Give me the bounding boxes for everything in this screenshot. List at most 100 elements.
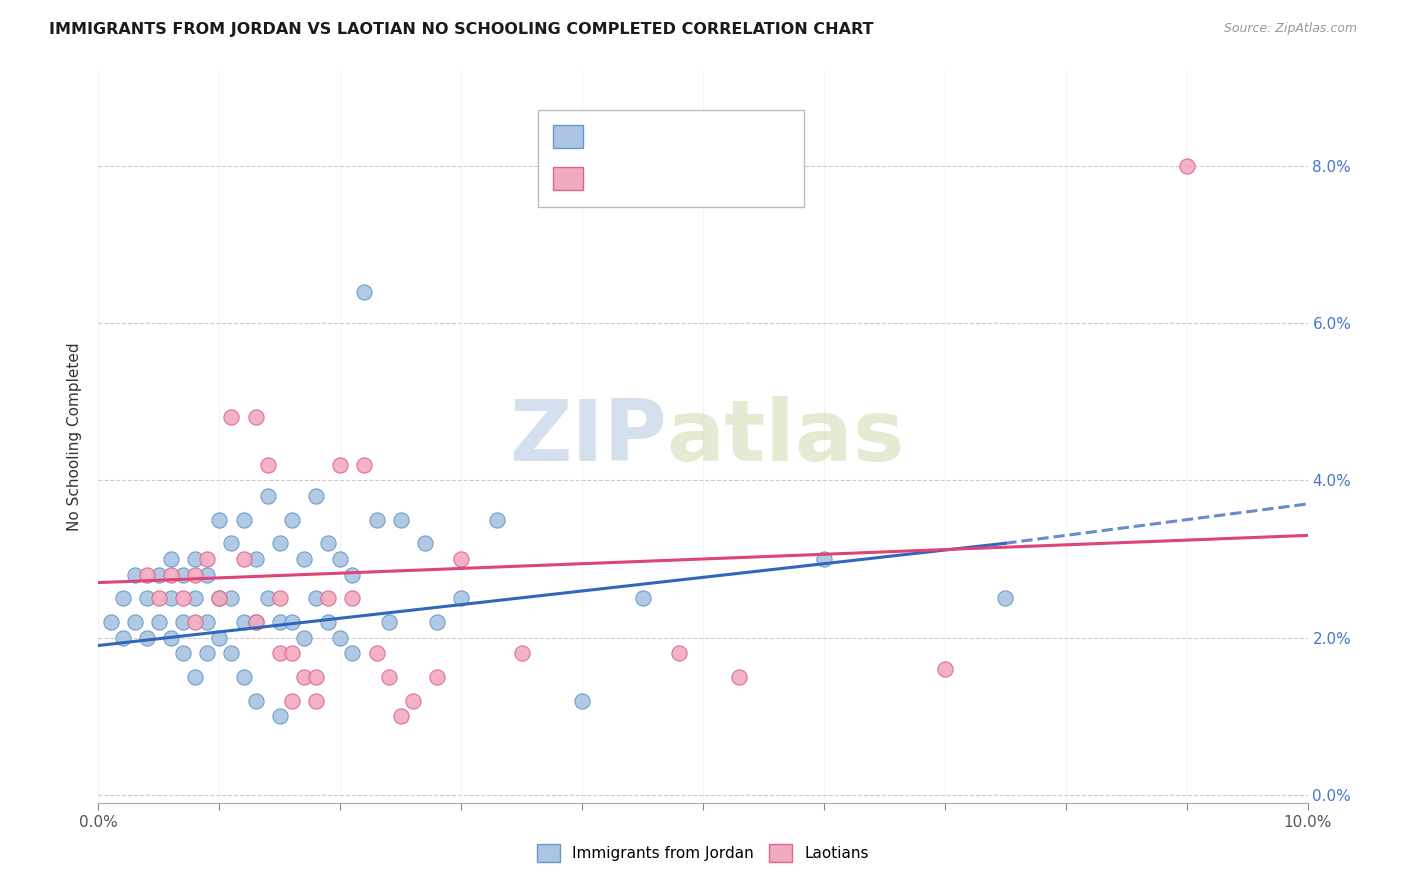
Point (111, 591, 134, 606)
Text: ZIP: ZIP (509, 395, 666, 479)
Point (1175, 159, 1198, 173)
Point (160, 591, 183, 606)
Point (728, 670, 751, 684)
Point (377, 670, 399, 684)
Point (184, 552, 207, 566)
Point (571, 693, 593, 707)
Point (221, 410, 243, 425)
Point (269, 591, 291, 606)
Point (305, 489, 328, 503)
Point (195, 646, 218, 660)
Point (316, 591, 339, 606)
Point (172, 646, 194, 660)
Point (232, 552, 254, 566)
Point (342, 591, 364, 606)
Point (510, 646, 533, 660)
Point (281, 693, 304, 707)
Text: 0.178: 0.178 (628, 129, 676, 144)
Text: R =: R = (592, 129, 626, 144)
Point (426, 615, 449, 629)
Point (232, 615, 254, 629)
Point (377, 615, 399, 629)
Point (184, 670, 207, 684)
Point (281, 513, 304, 527)
Text: atlas: atlas (666, 395, 905, 479)
Point (353, 285, 375, 299)
Point (813, 552, 835, 566)
Point (160, 552, 183, 566)
Point (305, 693, 328, 707)
Point (281, 646, 304, 660)
Legend: Immigrants from Jordan, Laotians: Immigrants from Jordan, Laotians (531, 838, 875, 868)
Point (160, 567, 183, 582)
Point (124, 567, 146, 582)
Point (329, 631, 352, 645)
Point (342, 567, 364, 582)
Point (426, 670, 449, 684)
Point (208, 513, 231, 527)
Point (221, 646, 243, 660)
Text: N =: N = (679, 171, 713, 186)
Point (245, 615, 267, 629)
Point (208, 591, 231, 606)
Point (269, 536, 291, 550)
Point (232, 670, 254, 684)
Point (195, 567, 218, 582)
Point (245, 410, 267, 425)
Point (232, 513, 254, 527)
Point (316, 536, 339, 550)
Point (450, 552, 472, 566)
Point (316, 615, 339, 629)
Point (281, 615, 304, 629)
Point (994, 591, 1017, 606)
Point (631, 591, 654, 606)
Point (366, 513, 388, 527)
Point (292, 552, 315, 566)
Text: 35: 35 (713, 171, 734, 186)
Point (135, 567, 157, 582)
Point (486, 513, 509, 527)
Text: Source: ZipAtlas.com: Source: ZipAtlas.com (1223, 22, 1357, 36)
Point (292, 631, 315, 645)
Point (245, 615, 267, 629)
Point (172, 615, 194, 629)
Point (135, 631, 157, 645)
Point (934, 662, 956, 676)
Point (402, 693, 425, 707)
Point (245, 693, 267, 707)
Point (184, 567, 207, 582)
Point (245, 552, 267, 566)
Point (342, 646, 364, 660)
Text: IMMIGRANTS FROM JORDAN VS LAOTIAN NO SCHOOLING COMPLETED CORRELATION CHART: IMMIGRANTS FROM JORDAN VS LAOTIAN NO SCH… (49, 22, 873, 37)
Point (172, 591, 194, 606)
Point (256, 458, 278, 472)
Point (111, 631, 134, 645)
Text: 0.055: 0.055 (628, 171, 676, 186)
Point (366, 646, 388, 660)
Point (353, 458, 375, 472)
Point (413, 536, 436, 550)
Point (208, 631, 231, 645)
Point (148, 591, 170, 606)
Point (305, 670, 328, 684)
Point (450, 591, 472, 606)
Point (184, 591, 207, 606)
Point (221, 536, 243, 550)
Point (389, 709, 412, 723)
Point (208, 591, 231, 606)
Point (184, 615, 207, 629)
Text: 62: 62 (713, 129, 734, 144)
Point (221, 591, 243, 606)
Point (269, 615, 291, 629)
Point (329, 458, 352, 472)
Point (329, 552, 352, 566)
Point (292, 670, 315, 684)
Point (256, 489, 278, 503)
Point (389, 513, 412, 527)
Text: R =: R = (592, 171, 626, 186)
Point (195, 552, 218, 566)
Point (148, 567, 170, 582)
Point (269, 646, 291, 660)
Point (668, 646, 690, 660)
Point (269, 709, 291, 723)
